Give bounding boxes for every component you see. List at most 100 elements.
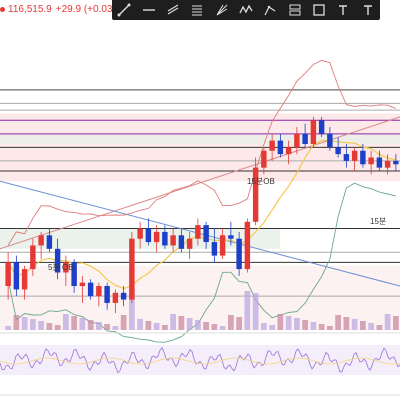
candle-body bbox=[277, 140, 284, 155]
trend-line-tool-icon bbox=[117, 3, 131, 17]
fib-retracement-tool-button[interactable] bbox=[187, 1, 207, 19]
candle-body bbox=[343, 154, 350, 161]
fib-retracement-tool-icon bbox=[192, 5, 203, 16]
volume-bar bbox=[186, 318, 193, 330]
candle-body bbox=[5, 262, 11, 287]
trend-line-tool-button[interactable] bbox=[114, 1, 134, 19]
projection-tool-button[interactable] bbox=[260, 1, 280, 19]
ob-15m-label: 15분OB bbox=[247, 177, 275, 186]
candle-body bbox=[129, 238, 135, 300]
volume-bar bbox=[95, 322, 102, 330]
candle-body bbox=[186, 238, 193, 249]
text-style-tool-button[interactable] bbox=[358, 1, 378, 19]
pitchfork-tool-button[interactable] bbox=[212, 1, 232, 19]
candle-body bbox=[368, 157, 374, 165]
text-tool-icon bbox=[339, 5, 348, 15]
rsi-line bbox=[0, 346, 400, 374]
candle-body bbox=[302, 133, 308, 144]
candle-body bbox=[38, 235, 44, 246]
candle-body bbox=[203, 225, 209, 243]
volume-bar bbox=[376, 325, 383, 330]
volume-bar bbox=[21, 317, 28, 330]
volume-bar bbox=[79, 318, 86, 330]
horizontal-line-tool-icon bbox=[142, 9, 155, 11]
candle-body bbox=[252, 167, 259, 222]
volume-bar bbox=[359, 321, 366, 330]
rsi-band bbox=[0, 345, 400, 375]
ob-15m-zone bbox=[0, 133, 400, 144]
horizontal-line-tool-button[interactable] bbox=[139, 1, 159, 19]
volume-bar bbox=[161, 325, 168, 330]
volume-bar bbox=[244, 291, 251, 330]
candle-body bbox=[285, 147, 292, 155]
volume-bar bbox=[318, 324, 325, 330]
volume-bar bbox=[13, 315, 20, 330]
price-readout: 116,515.9 +29.9 (+0.03%) bbox=[0, 4, 125, 15]
volume-bar bbox=[285, 316, 292, 330]
text-style-tool-icon bbox=[363, 5, 372, 15]
channel-tool-icon bbox=[167, 4, 179, 15]
volume-bar bbox=[211, 324, 218, 330]
candle-body bbox=[318, 120, 325, 134]
candle-body bbox=[120, 292, 127, 300]
pattern-tool-button[interactable] bbox=[236, 1, 256, 19]
volume-bar bbox=[227, 315, 234, 330]
candle-body bbox=[310, 120, 317, 144]
candle-body bbox=[236, 238, 242, 270]
price-change: +29.9 (+0.03%) bbox=[55, 4, 125, 15]
rsi-signal bbox=[0, 357, 400, 365]
candle-body bbox=[335, 147, 341, 155]
long-position-tool-button[interactable] bbox=[285, 1, 305, 19]
volume-bar bbox=[310, 322, 317, 330]
volume-bar bbox=[112, 326, 119, 330]
bollinger-upper bbox=[7, 59, 397, 246]
candle-body bbox=[54, 248, 61, 273]
volume-bar bbox=[128, 289, 135, 330]
candle-body bbox=[228, 235, 234, 239]
volume-bar bbox=[46, 323, 53, 330]
status-dot-icon bbox=[0, 6, 5, 12]
candle-body bbox=[244, 221, 251, 270]
volume-bar bbox=[293, 318, 300, 330]
volume-bar bbox=[194, 320, 201, 330]
candle-body bbox=[71, 262, 77, 287]
volume-bar bbox=[269, 325, 276, 330]
text-tool-button[interactable] bbox=[333, 1, 353, 19]
candle-body bbox=[269, 140, 275, 151]
candle-body bbox=[384, 160, 391, 168]
candle-body bbox=[351, 150, 358, 161]
volume-bar bbox=[178, 316, 185, 330]
candle-body bbox=[376, 157, 383, 168]
rising-trendline bbox=[0, 116, 400, 250]
volume-bar bbox=[104, 324, 111, 330]
candle-body bbox=[178, 235, 185, 249]
volume-bar bbox=[203, 322, 210, 330]
candle-body bbox=[63, 262, 69, 273]
volume-bar bbox=[54, 325, 61, 330]
volume-bar bbox=[137, 319, 144, 330]
candle-body bbox=[219, 235, 226, 256]
candle-body bbox=[30, 245, 36, 270]
channel-tool-button[interactable] bbox=[163, 1, 183, 19]
ob-5m-label: 5분 OB bbox=[48, 263, 74, 272]
volume-bar bbox=[71, 316, 78, 330]
volume-bar bbox=[38, 321, 45, 330]
volume-bar bbox=[120, 315, 127, 330]
candle-body bbox=[360, 150, 366, 165]
candle-body bbox=[261, 150, 267, 168]
candle-body bbox=[145, 228, 152, 243]
rectangle-tool-button[interactable] bbox=[309, 1, 329, 19]
volume-bar bbox=[335, 315, 342, 330]
ob-15m-small-label: 15분 bbox=[370, 217, 387, 226]
candle-body bbox=[195, 225, 201, 239]
last-price: 116,515.9 bbox=[8, 4, 52, 15]
candle-body bbox=[294, 133, 300, 148]
volume-bar bbox=[368, 323, 375, 330]
candle-body bbox=[393, 160, 399, 165]
rectangle-tool-icon bbox=[313, 4, 325, 16]
volume-bar bbox=[384, 314, 391, 330]
candle-body bbox=[104, 286, 110, 303]
volume-bar bbox=[392, 316, 399, 330]
candle-body bbox=[170, 235, 176, 246]
